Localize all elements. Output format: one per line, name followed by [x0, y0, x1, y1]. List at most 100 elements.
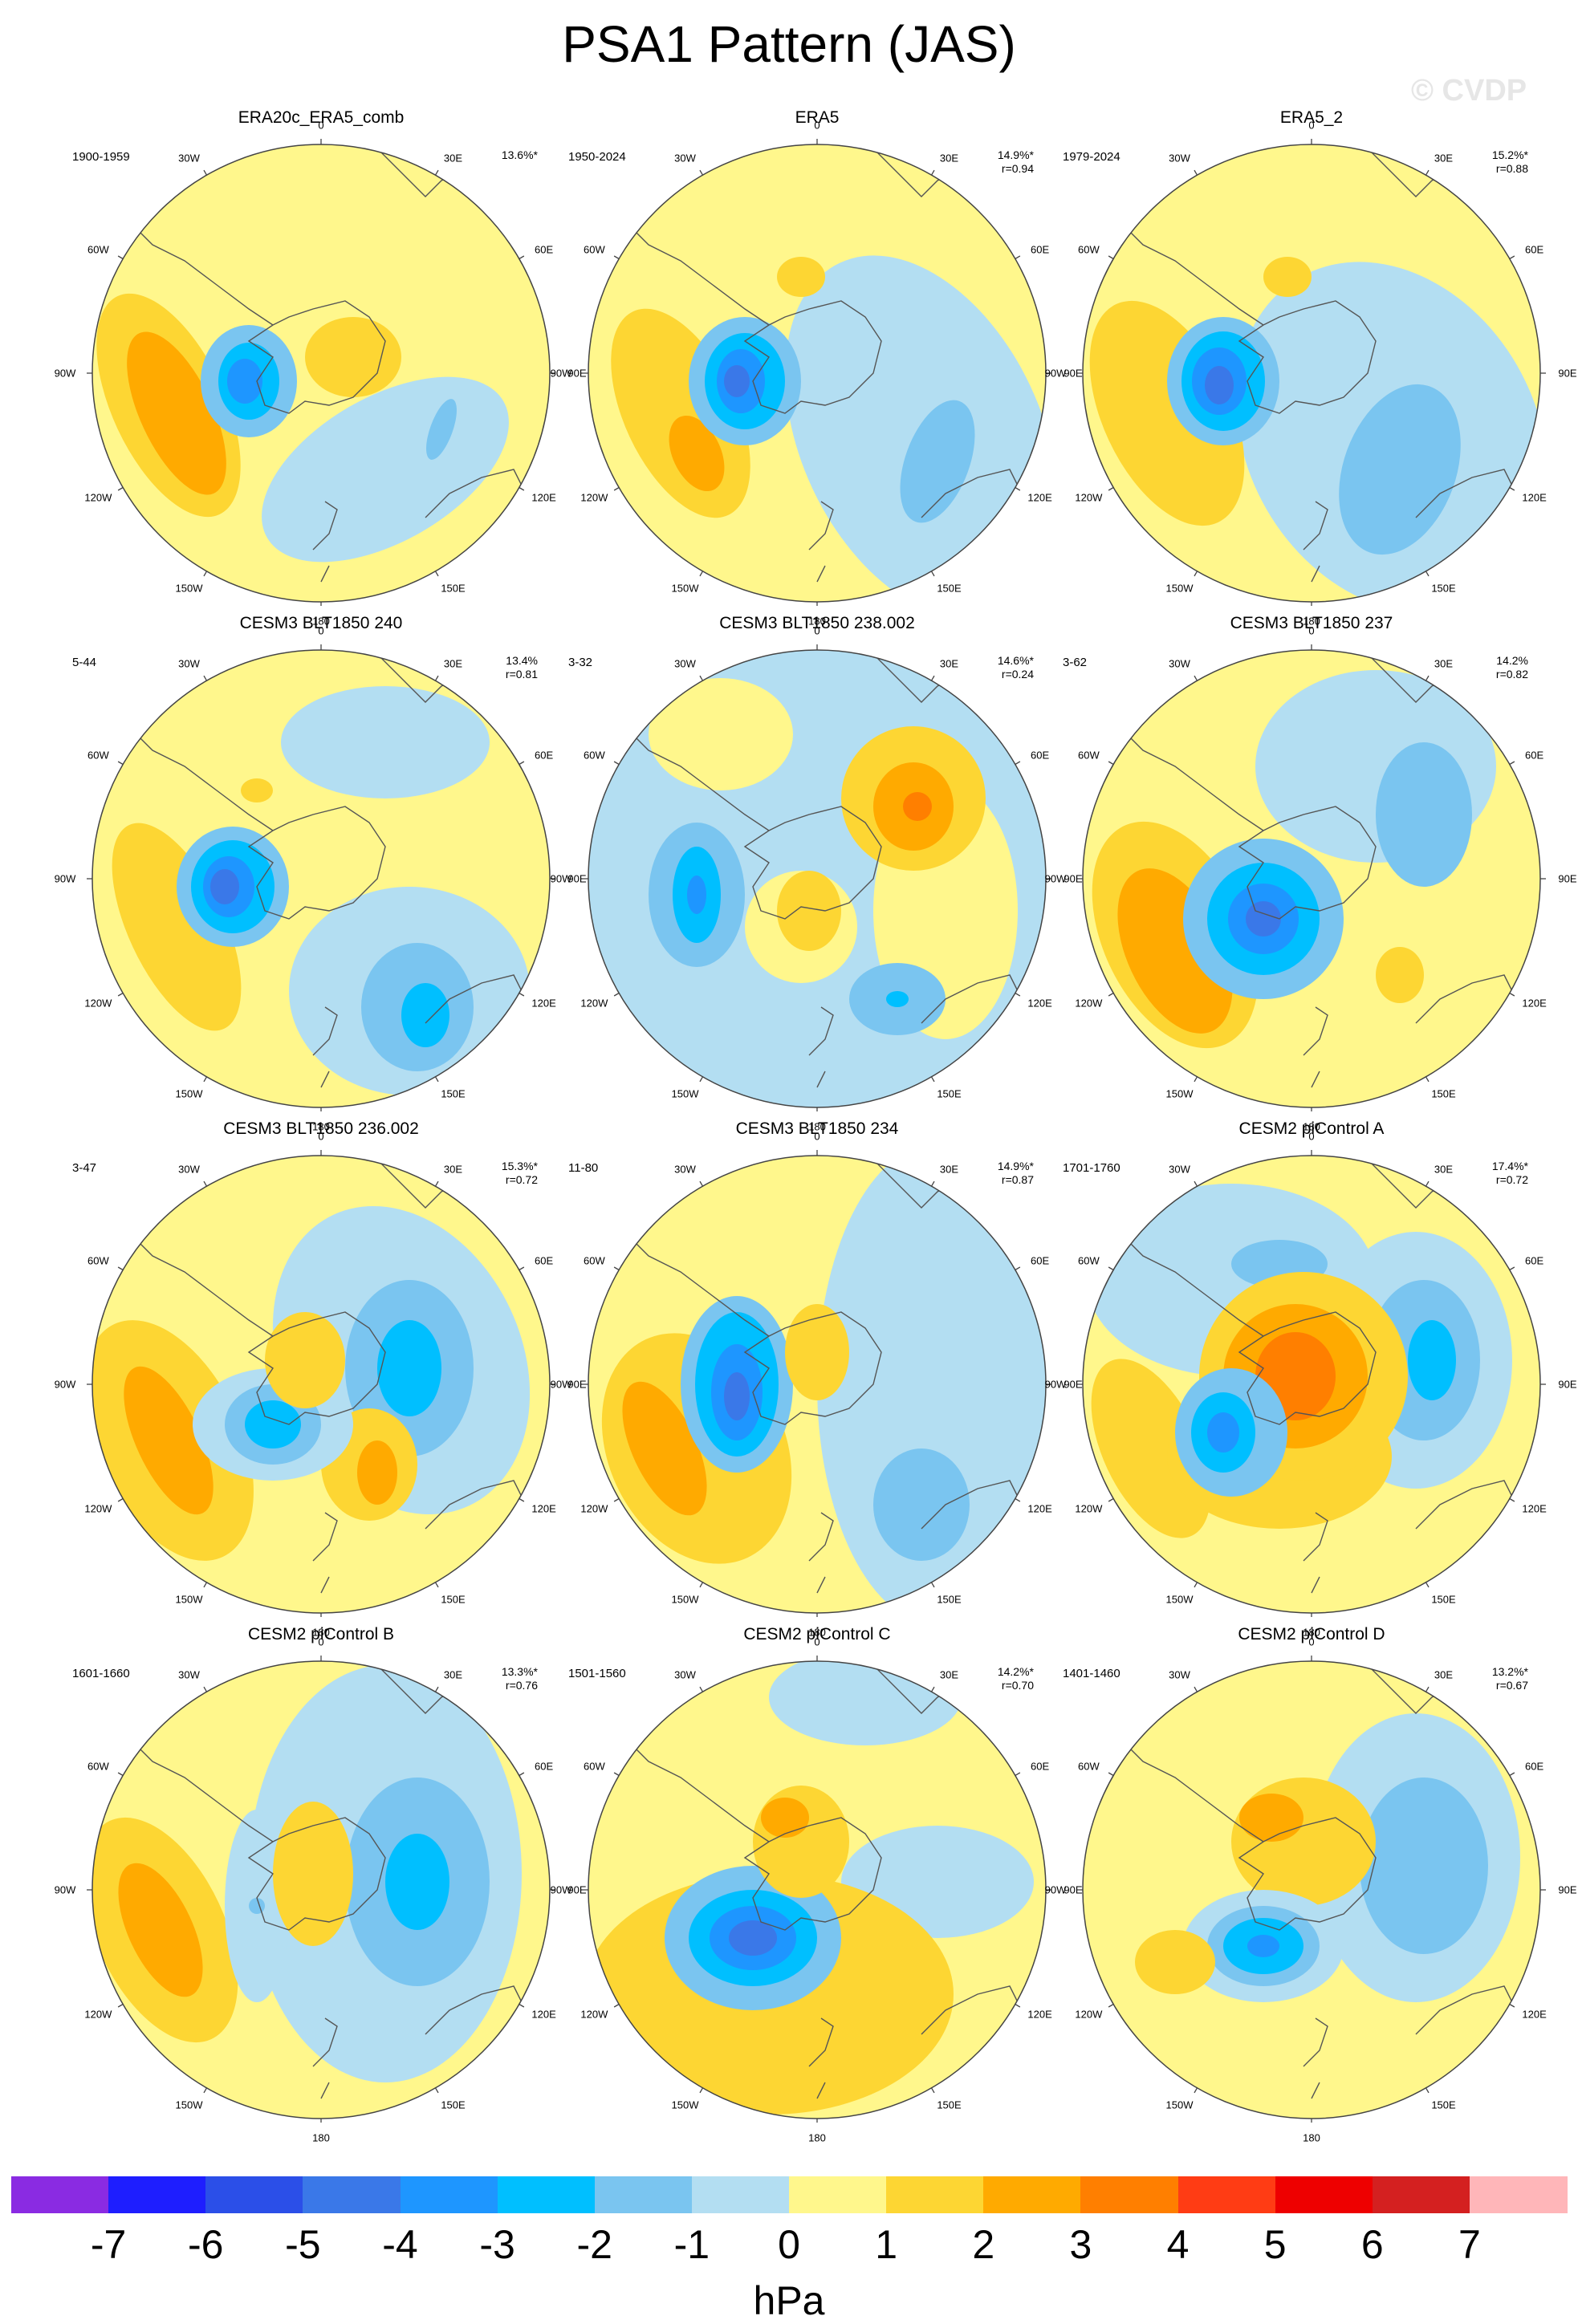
colorbar-segment — [205, 2176, 303, 2213]
longitude-tick — [203, 675, 208, 681]
anomaly-contour — [265, 1312, 345, 1408]
longitude-label: 150W — [175, 1087, 203, 1100]
pattern-correlation: r=0.87 — [1001, 1173, 1034, 1186]
colorbar-segment — [400, 2176, 498, 2213]
anomaly-contour — [1091, 1359, 1211, 1538]
longitude-label: 120E — [531, 1502, 556, 1514]
longitude-tick — [1015, 255, 1021, 260]
anomaly-contour — [227, 359, 262, 404]
anomaly-contour — [1376, 947, 1424, 1003]
anomaly-contour — [724, 365, 750, 397]
longitude-label: 0 — [814, 1635, 820, 1648]
anomaly-contour — [426, 399, 457, 460]
longitude-label: 150W — [175, 1593, 203, 1606]
panel-variance-stats: 13.6%* — [466, 148, 538, 162]
coastline — [1303, 1512, 1328, 1594]
longitude-label: 150W — [1165, 2099, 1194, 2111]
coastline — [247, 300, 386, 414]
map-panel: CESM3 BLT1850 238.002 3-32 14.6%* r=0.24 0 30… — [551, 614, 1083, 1133]
colorbar-segment — [1372, 2176, 1470, 2213]
longitude-tick — [434, 1582, 439, 1588]
longitude-tick — [1425, 1076, 1430, 1083]
longitude-label: 150W — [175, 582, 203, 595]
coastline — [247, 1311, 386, 1425]
longitude-tick — [930, 169, 935, 176]
longitude-label: 90E — [1558, 367, 1577, 380]
longitude-label: 180 — [1303, 2131, 1320, 2144]
longitude-label: 30W — [1169, 1163, 1190, 1176]
longitude-label: 120E — [1027, 1502, 1052, 1514]
longitude-label: 150W — [671, 2099, 699, 2111]
colorbar-label: 7 — [1458, 2222, 1481, 2267]
panel-period: 3-62 — [1063, 656, 1088, 669]
longitude-label: 60E — [1031, 749, 1050, 761]
anomaly-contour — [761, 1798, 809, 1838]
coastline — [1238, 300, 1377, 414]
anomaly-contour — [649, 678, 793, 790]
longitude-label: 0 — [1308, 624, 1315, 637]
colorbar-label: 0 — [778, 2222, 800, 2267]
longitude-label: 60W — [1078, 243, 1100, 255]
longitude-label: 150E — [1431, 582, 1456, 595]
variance-percent: 13.3%* — [501, 1665, 538, 1678]
panel-title: CESM3 BLT1850 236.002 — [223, 1119, 419, 1138]
anomaly-contour — [1231, 1778, 1376, 1906]
longitude-label: 30E — [939, 1163, 959, 1176]
longitude-label: 60W — [87, 1760, 109, 1772]
longitude-label: 150E — [937, 1593, 962, 1606]
longitude-label: 120E — [1522, 1502, 1547, 1514]
longitude-tick — [519, 2003, 525, 2008]
longitude-label: 90W — [1044, 1883, 1067, 1896]
longitude-label: 120E — [1522, 2008, 1547, 2020]
longitude-label: 120E — [531, 2008, 556, 2020]
map-panel: ERA5_2 1979-2024 15.2%* r=0.88 0 30E 60E 90E 120… — [1045, 108, 1577, 628]
variance-percent: 15.2%* — [1491, 148, 1528, 161]
longitude-label: 60W — [584, 243, 605, 255]
longitude-label: 0 — [814, 119, 820, 132]
anomaly-contour — [127, 331, 226, 495]
longitude-label: 30W — [1169, 657, 1190, 670]
panel-period: 1950-2024 — [568, 150, 626, 164]
longitude-label: 90E — [1064, 1883, 1083, 1896]
longitude-tick — [1425, 571, 1430, 577]
anomaly-contour — [1135, 1930, 1215, 1994]
longitude-label: 60E — [1525, 1760, 1544, 1772]
variance-percent: 13.4% — [506, 654, 538, 667]
longitude-label: 60W — [584, 1760, 605, 1772]
longitude-tick — [519, 255, 525, 260]
longitude-tick — [203, 1686, 208, 1692]
longitude-label: 150E — [937, 1087, 962, 1100]
longitude-tick — [699, 2087, 704, 2094]
panel-period: 1900-1959 — [72, 150, 130, 164]
longitude-label: 60E — [535, 749, 554, 761]
anomaly-contour — [753, 1786, 849, 1898]
cvdp-watermark: © CVDP — [1411, 74, 1527, 108]
longitude-label: 60E — [535, 1760, 554, 1772]
polar-stereographic-map — [1077, 644, 1546, 1111]
anomaly-contour — [873, 1448, 970, 1561]
pattern-correlation: r=0.88 — [1495, 162, 1528, 175]
longitude-label: 150E — [441, 2099, 466, 2111]
anomaly-contour — [1205, 366, 1234, 404]
map-panel: CESM3 BLT1850 236.002 3-47 15.3%* r=0.72 0 30… — [55, 1119, 587, 1639]
longitude-tick — [117, 1266, 124, 1271]
variance-percent: 15.3%* — [501, 1160, 538, 1172]
panel-period: 3-47 — [72, 1161, 97, 1175]
anomaly-contour — [900, 400, 975, 523]
longitude-tick — [434, 675, 439, 681]
pattern-correlation: r=0.81 — [505, 668, 538, 681]
longitude-tick — [699, 675, 704, 681]
longitude-label: 0 — [318, 624, 324, 637]
longitude-tick — [613, 2003, 620, 2008]
coastline — [743, 1817, 882, 1931]
panel-period: 3-32 — [568, 656, 593, 669]
colorbar-segment — [497, 2176, 596, 2213]
colorbar-label: 1 — [875, 2222, 898, 2267]
longitude-tick — [613, 1497, 620, 1502]
longitude-label: 30E — [1434, 152, 1454, 165]
longitude-label: 60W — [87, 243, 109, 255]
panel-variance-stats: 14.2% r=0.82 — [1456, 654, 1528, 681]
longitude-tick — [930, 1582, 935, 1588]
coastline — [1303, 2017, 1328, 2099]
colorbar-segment — [983, 2176, 1081, 2213]
